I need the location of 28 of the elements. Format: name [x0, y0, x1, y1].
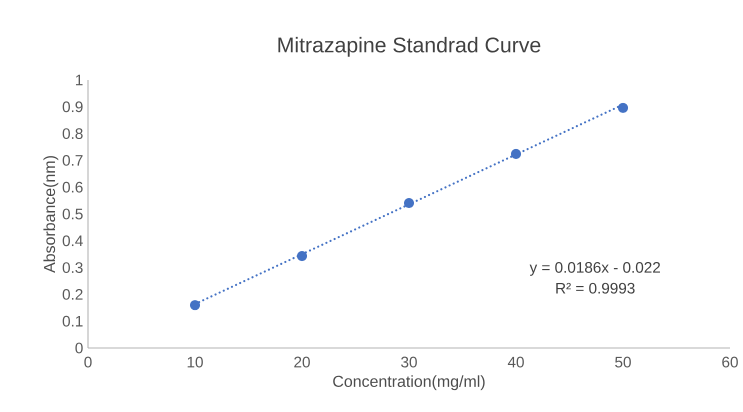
- y-axis-title: Absorbance(nm): [43, 156, 58, 273]
- x-axis-title: Concentration(mg/ml): [333, 375, 485, 390]
- chart-title: Mitrazapine Standrad Curve: [278, 36, 540, 57]
- x-tick-label: 50: [615, 356, 631, 368]
- y-tick-label: 0.3: [62, 262, 83, 273]
- y-tick-label: 0.1: [62, 316, 83, 327]
- y-tick-label: 0: [75, 342, 83, 354]
- y-tick-label: 0.6: [62, 182, 83, 193]
- point: [404, 198, 414, 208]
- point: [190, 300, 200, 310]
- x-tick-label: 0: [84, 356, 92, 368]
- y-tick-label: 0.4: [62, 235, 83, 246]
- x-tick-label: 30: [401, 356, 417, 368]
- x-tick-label: 10: [188, 356, 203, 368]
- annotation: y = 0.0186x - 0.022: [530, 262, 660, 276]
- x-tick-label: 40: [508, 356, 524, 368]
- x-tick-label: 20: [294, 356, 310, 368]
- y-tick-label: 1: [76, 74, 83, 86]
- point: [510, 148, 522, 160]
- y-tick-label: 0.8: [62, 128, 83, 139]
- point: [618, 102, 628, 113]
- y-tick-label: 0.2: [62, 288, 83, 300]
- point: [296, 251, 308, 262]
- y-tick-label: 0.9: [62, 101, 83, 112]
- x-tick-label: 60: [722, 356, 738, 368]
- annotation: R² = 0.9993: [556, 282, 635, 294]
- y-tick-label: 0.5: [62, 208, 83, 220]
- y-tick-label: 0.7: [62, 154, 83, 166]
